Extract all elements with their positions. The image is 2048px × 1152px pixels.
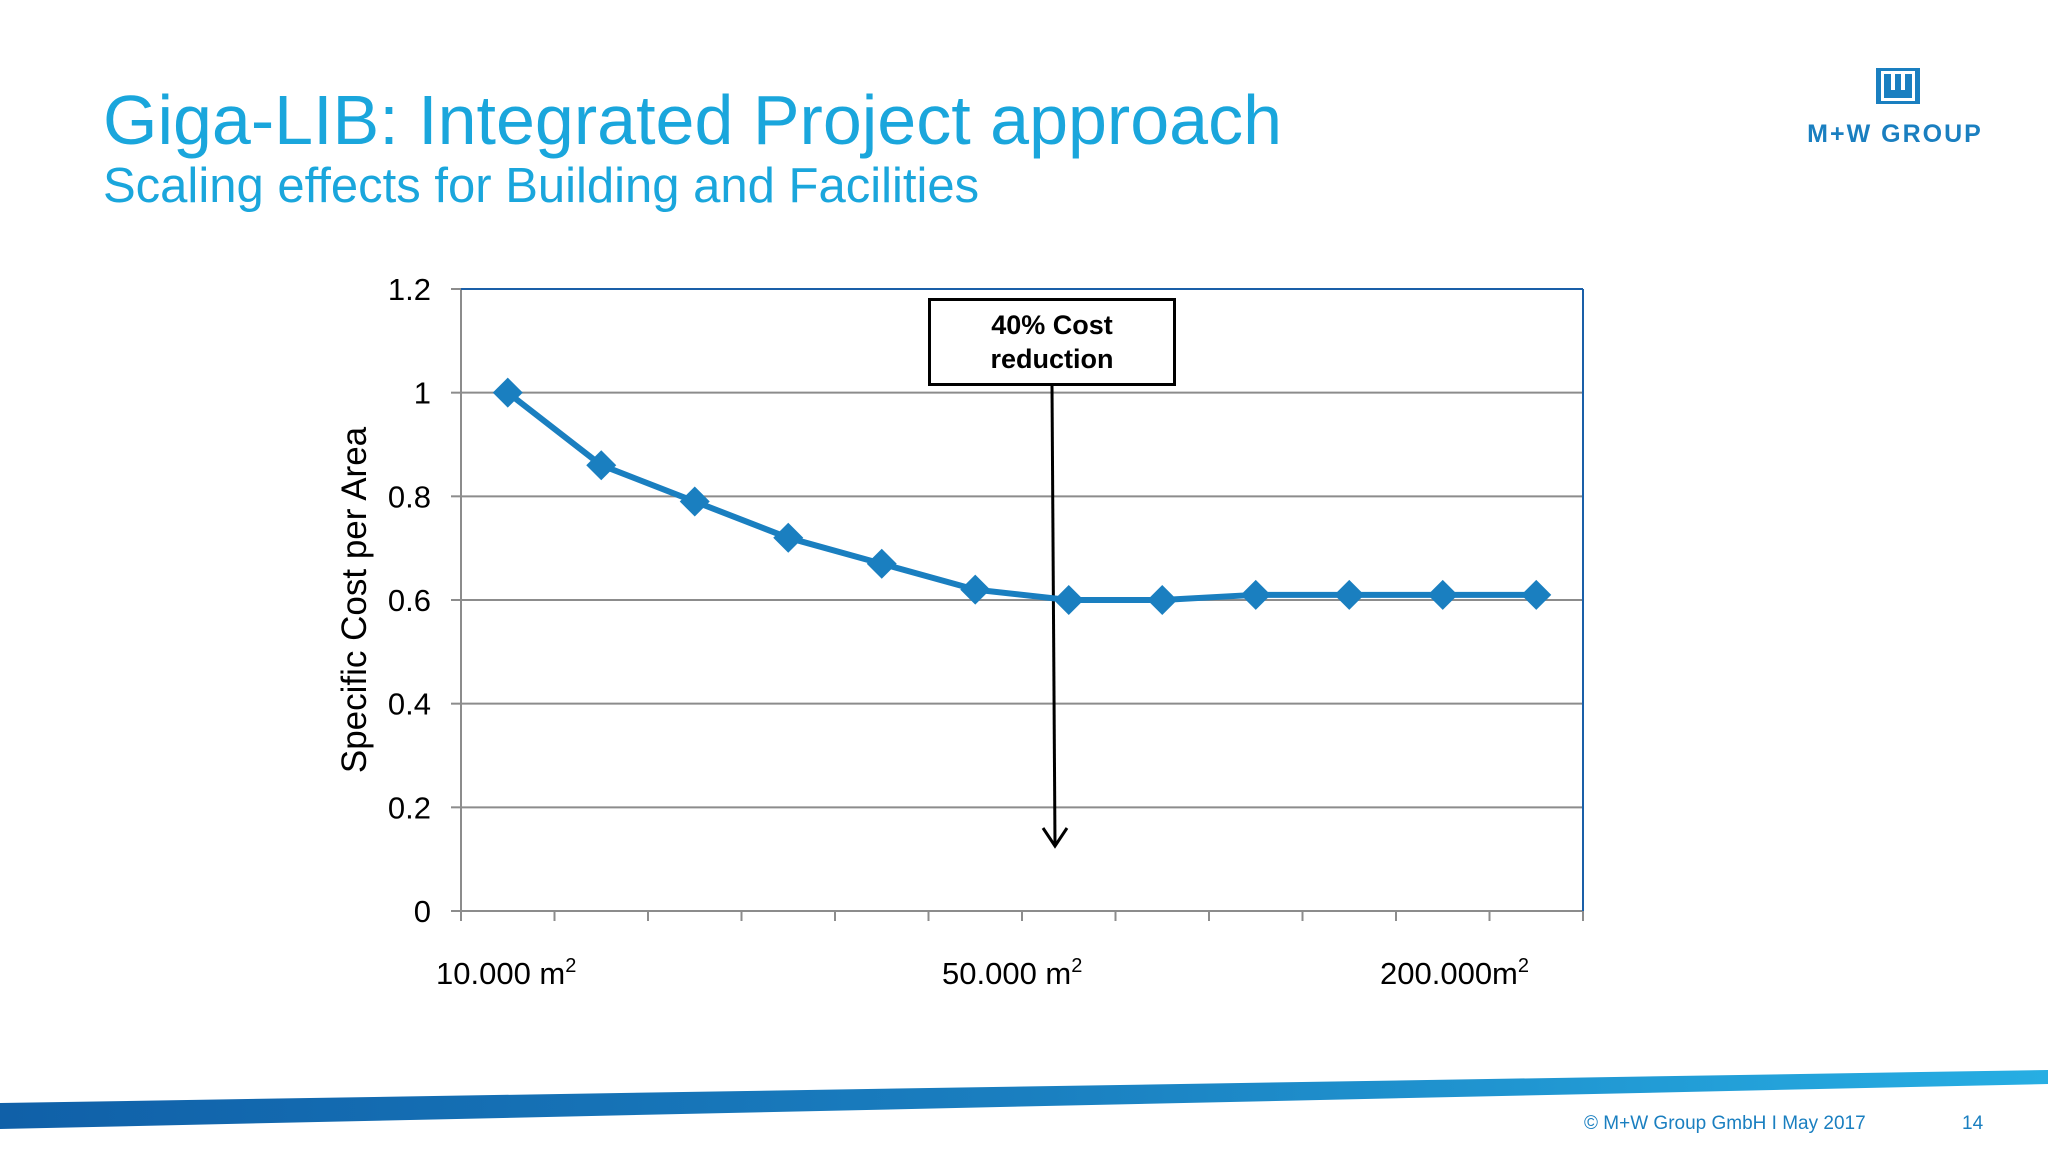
series-markers [492,377,1552,615]
slide-subtitle: Scaling effects for Building and Facilit… [103,159,980,213]
annotation-line-2: reduction [990,344,1114,374]
axes [451,288,1584,921]
y-tick-label: 0.6 [388,583,431,618]
annotation-line-1: 40% Cost [991,310,1113,340]
annotation-arrow-line [1050,385,1057,847]
series-line [505,390,1537,603]
y-tick-labels: 0 0.2 0.4 0.6 0.8 1 1.2 [388,272,431,929]
logo-text: M+W GROUP [1807,120,1983,148]
data-point-marker [866,548,897,579]
line-chart: 0 0.2 0.4 0.6 0.8 1 1.2 Specific Cost per Area [335,272,1584,929]
mw-group-logo: M+W GROUP [1800,68,1990,158]
y-tick-label: 0.2 [388,790,431,825]
annotation-arrow-head [1041,827,1069,849]
y-tick-label: 0.8 [388,479,431,514]
data-point-marker [1240,579,1271,610]
data-point-marker [960,574,991,605]
data-point-marker [773,522,804,553]
data-point-marker [1053,585,1084,615]
data-point-marker [679,486,710,517]
footer-copyright: © M+W Group GmbH I May 2017 [1584,1113,1866,1134]
mw-logo-icon [1876,68,1920,104]
data-point-marker [1427,579,1458,610]
slide-title: Giga-LIB: Integrated Project approach [103,81,1283,159]
data-point-marker [492,377,523,408]
data-point-marker [586,450,617,481]
x-tick-label-10000: 10.000 m2 [436,955,577,991]
data-point-marker [1147,585,1178,615]
data-point-marker [1334,579,1365,610]
y-tick-label: 1 [414,376,431,411]
y-tick-label: 0.4 [388,687,431,722]
x-tick-label-50000: 50.000 m2 [942,955,1083,991]
annotation-box: 40% Cost reduction [928,298,1176,386]
y-tick-label: 1.2 [388,272,431,307]
x-tick-label-200000: 200.000m2 [1380,955,1530,991]
data-point-marker [1521,579,1552,610]
page-number: 14 [1962,1113,1984,1134]
footer-band [0,1070,2048,1129]
y-tick-label: 0 [414,894,431,929]
y-axis-label: Specific Cost per Area [335,426,374,773]
